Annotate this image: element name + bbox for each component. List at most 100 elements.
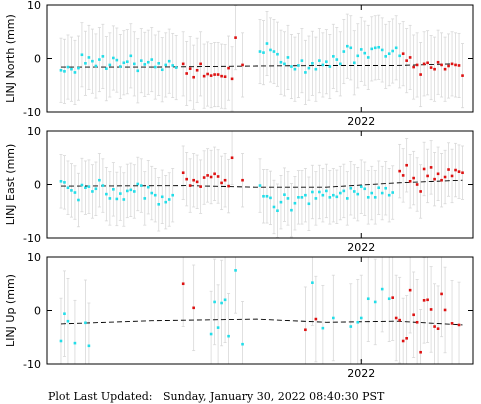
data-point-cyan	[300, 59, 304, 62]
data-point-cyan	[366, 297, 370, 301]
data-point-cyan	[139, 59, 143, 62]
data-point-cyan	[66, 186, 70, 190]
data-point-cyan	[345, 44, 349, 48]
data-point-cyan	[66, 65, 70, 69]
plot-frame	[46, 256, 474, 365]
data-point-cyan	[265, 194, 269, 198]
data-point-cyan	[387, 297, 391, 301]
data-point-red	[213, 73, 216, 76]
data-point-red	[220, 74, 223, 78]
data-point-red	[192, 178, 195, 182]
data-point-cyan	[136, 69, 140, 73]
data-point-cyan	[370, 191, 374, 195]
data-point-cyan	[59, 68, 63, 72]
data-point-red	[304, 328, 307, 332]
data-point-red	[440, 63, 443, 67]
data-point-red	[415, 320, 419, 324]
data-point-cyan	[129, 54, 133, 58]
data-point-red	[202, 176, 206, 179]
y-tick-label: -10	[23, 358, 41, 371]
data-point-red	[426, 174, 429, 178]
data-point-cyan	[359, 316, 363, 320]
data-point-cyan	[122, 61, 126, 65]
data-point-red	[457, 323, 461, 327]
data-point-red	[426, 298, 429, 302]
data-point-cyan	[321, 326, 325, 330]
data-point-cyan	[146, 185, 150, 189]
data-point-cyan	[223, 298, 227, 302]
data-point-cyan	[119, 192, 122, 195]
data-point-cyan	[167, 198, 171, 201]
y-tick-label: 10	[27, 125, 41, 138]
data-point-red	[454, 63, 457, 67]
data-point-cyan	[300, 196, 304, 199]
data-point-cyan	[377, 186, 381, 190]
data-point-cyan	[77, 198, 80, 202]
data-point-cyan	[227, 334, 230, 338]
data-point-cyan	[394, 46, 398, 50]
data-point-cyan	[70, 189, 73, 192]
data-point-cyan	[384, 55, 388, 58]
data-point-cyan	[234, 269, 237, 272]
data-point-cyan	[213, 300, 216, 304]
data-point-red	[213, 172, 216, 176]
data-point-cyan	[272, 205, 276, 209]
data-point-cyan	[325, 189, 328, 193]
data-point-cyan	[91, 190, 94, 193]
data-point-cyan	[366, 196, 370, 199]
data-point-cyan	[258, 50, 262, 53]
y-tick-label: 0	[34, 53, 41, 66]
data-point-red	[230, 77, 234, 81]
data-point-cyan	[314, 197, 318, 200]
data-point-cyan	[108, 63, 112, 67]
data-point-cyan	[209, 332, 213, 336]
data-point-cyan	[321, 193, 325, 197]
data-point-cyan	[387, 52, 391, 55]
data-point-cyan	[297, 196, 300, 199]
data-point-cyan	[349, 325, 353, 328]
data-point-cyan	[373, 300, 377, 304]
data-point-red	[429, 166, 433, 169]
data-point-cyan	[380, 48, 384, 52]
data-point-cyan	[311, 281, 314, 284]
x-tick-label: 2022	[347, 115, 375, 128]
data-point-red	[209, 74, 213, 77]
data-point-red	[419, 350, 422, 354]
data-point-cyan	[286, 197, 290, 200]
data-point-cyan	[307, 66, 311, 70]
data-point-red	[195, 180, 199, 184]
data-point-cyan	[304, 193, 307, 197]
data-point-cyan	[98, 58, 101, 61]
data-point-red	[202, 74, 206, 78]
data-point-cyan	[359, 48, 363, 51]
data-point-red	[422, 167, 426, 171]
data-point-red	[185, 72, 188, 75]
y-tick-label: 0	[34, 305, 41, 318]
data-point-red	[422, 62, 426, 66]
data-point-cyan	[112, 188, 115, 191]
data-point-cyan	[276, 52, 279, 56]
data-point-cyan	[269, 196, 272, 200]
data-point-cyan	[349, 186, 353, 190]
data-point-cyan	[94, 187, 98, 191]
data-point-cyan	[94, 64, 98, 68]
data-point-cyan	[146, 60, 150, 64]
trend-line	[61, 63, 453, 68]
data-point-cyan	[129, 188, 133, 192]
data-point-red	[433, 325, 436, 328]
y-tick-label: -10	[23, 232, 41, 245]
data-point-cyan	[384, 186, 388, 190]
data-point-red	[408, 179, 412, 183]
data-point-cyan	[59, 339, 63, 343]
data-point-red	[447, 64, 450, 68]
data-point-cyan	[84, 186, 87, 190]
data-point-cyan	[126, 60, 129, 64]
data-point-cyan	[59, 179, 63, 183]
data-point-cyan	[87, 185, 91, 188]
data-point-red	[450, 322, 454, 325]
data-point-cyan	[307, 202, 311, 206]
data-point-red	[426, 61, 429, 65]
data-point-cyan	[318, 59, 321, 62]
data-point-red	[419, 73, 422, 76]
